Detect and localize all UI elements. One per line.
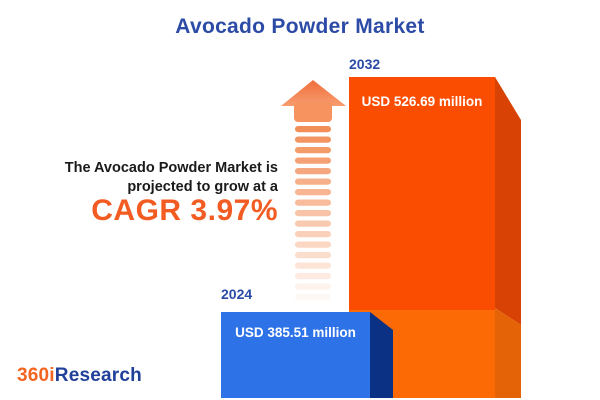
description-line-1: The Avocado Powder Market is bbox=[64, 160, 278, 176]
page-title: Avocado Powder Market bbox=[175, 15, 425, 38]
logo-part-research: Research bbox=[54, 365, 142, 386]
logo-part-360i: 360i bbox=[17, 365, 55, 386]
bar-2024-value: USD 385.51 million bbox=[235, 325, 356, 340]
growth-arrow-icon bbox=[281, 80, 346, 301]
bar-label-2032: 2032 bbox=[349, 56, 381, 72]
description-line-2: projected to grow at a bbox=[127, 179, 278, 195]
market-description: The Avocado Powder Market is projected t… bbox=[64, 159, 278, 227]
cagr-value: CAGR 3.97% bbox=[91, 194, 278, 227]
arrow-head bbox=[281, 80, 346, 122]
bar-2024-side-face bbox=[370, 312, 393, 398]
bar-2032-side-face bbox=[495, 77, 521, 398]
bar-2032-value: USD 526.69 million bbox=[361, 94, 483, 109]
bar-2024: USD 385.51 million bbox=[221, 312, 370, 398]
logo: 360iResearch bbox=[17, 365, 142, 387]
arrow-stripes bbox=[295, 126, 331, 301]
bar-label-2024: 2024 bbox=[221, 286, 253, 302]
